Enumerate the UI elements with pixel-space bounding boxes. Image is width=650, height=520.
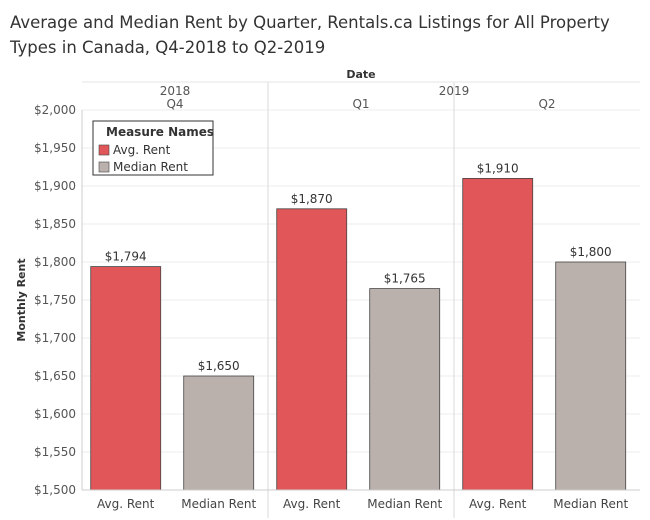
bar-value-label: $1,794	[105, 250, 147, 264]
legend-swatch[interactable]	[98, 161, 110, 173]
quarter-header: Q1	[352, 97, 369, 111]
y-tick-label: $1,650	[34, 369, 76, 383]
legend-item-label[interactable]: Median Rent	[113, 160, 188, 174]
y-tick-label: $1,550	[34, 445, 76, 459]
x-category-label: Avg. Rent	[469, 497, 527, 511]
y-tick-label: $1,900	[34, 179, 76, 193]
y-tick-label: $1,700	[34, 331, 76, 345]
y-axis-title: Monthly Rent	[15, 258, 28, 341]
legend-swatch[interactable]	[98, 144, 110, 156]
bar-value-label: $1,765	[384, 272, 426, 286]
year-header: 2018	[160, 84, 191, 98]
x-category-label: Median Rent	[181, 497, 256, 511]
year-header: 2019	[439, 84, 470, 98]
x-axis-title: Date	[346, 68, 375, 81]
bar-value-label: $1,910	[477, 161, 519, 175]
x-category-label: Avg. Rent	[97, 497, 155, 511]
y-tick-label: $1,800	[34, 255, 76, 269]
legend-item-label[interactable]: Avg. Rent	[113, 143, 171, 157]
x-category-label: Median Rent	[553, 497, 628, 511]
legend-title: Measure Names	[106, 125, 214, 139]
median-rent-bar[interactable]	[369, 288, 441, 491]
avg-rent-bar[interactable]	[90, 266, 162, 491]
avg-rent-bar[interactable]	[462, 177, 534, 491]
y-tick-label: $2,000	[34, 103, 76, 117]
chart-title: Average and Median Rent by Quarter, Rent…	[10, 13, 610, 57]
bar-value-label: $1,800	[570, 245, 612, 259]
y-tick-label: $1,950	[34, 141, 76, 155]
median-rent-bar[interactable]	[183, 375, 255, 491]
bar-value-label: $1,870	[291, 192, 333, 206]
x-category-label: Avg. Rent	[283, 497, 341, 511]
avg-rent-bar[interactable]	[276, 208, 348, 491]
median-rent-bar[interactable]	[555, 261, 627, 491]
y-tick-label: $1,850	[34, 217, 76, 231]
x-category-label: Median Rent	[367, 497, 442, 511]
y-tick-label: $1,600	[34, 407, 76, 421]
quarter-header: Q4	[166, 97, 183, 111]
legend-box	[92, 120, 214, 176]
y-tick-label: $1,500	[34, 483, 76, 497]
bar-value-label: $1,650	[198, 359, 240, 373]
quarter-header: Q2	[538, 97, 555, 111]
y-tick-label: $1,750	[34, 293, 76, 307]
